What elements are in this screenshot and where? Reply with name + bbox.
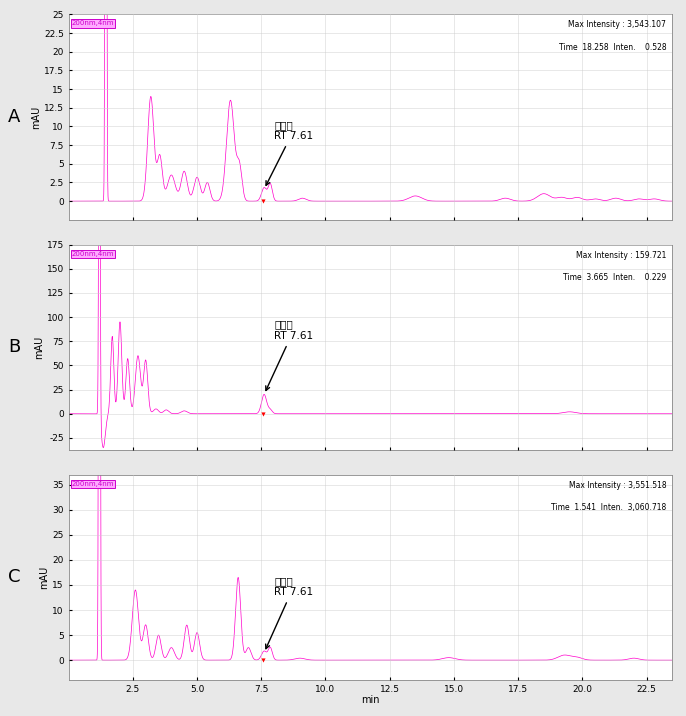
Text: Time  3.665  Inten.    0.229: Time 3.665 Inten. 0.229 [563, 274, 666, 282]
Text: 200nm,4nm: 200nm,4nm [71, 21, 114, 26]
Text: Time  1.541  Inten.  3,060.718: Time 1.541 Inten. 3,060.718 [551, 503, 666, 513]
Text: 솔라닌
RT 7.61: 솔라닌 RT 7.61 [265, 576, 314, 649]
Text: 솔라닌
RT 7.61: 솔라닌 RT 7.61 [266, 120, 314, 185]
Text: Time  18.258  Inten.    0.528: Time 18.258 Inten. 0.528 [558, 43, 666, 52]
Text: A: A [8, 108, 21, 126]
Text: 200nm,4nm: 200nm,4nm [71, 251, 114, 256]
Text: Max Intensity : 159.721: Max Intensity : 159.721 [576, 251, 666, 260]
X-axis label: min: min [362, 695, 379, 705]
Y-axis label: mAU: mAU [31, 105, 41, 129]
Text: 솔라닌
RT 7.61: 솔라닌 RT 7.61 [265, 319, 314, 390]
Y-axis label: mAU: mAU [40, 566, 49, 589]
Y-axis label: mAU: mAU [34, 336, 44, 359]
Text: 200nm,4nm: 200nm,4nm [71, 481, 114, 487]
Text: Max Intensity : 3,543.107: Max Intensity : 3,543.107 [569, 21, 666, 29]
Text: Max Intensity : 3,551.518: Max Intensity : 3,551.518 [569, 481, 666, 490]
Text: B: B [8, 338, 21, 357]
Text: C: C [8, 569, 21, 586]
